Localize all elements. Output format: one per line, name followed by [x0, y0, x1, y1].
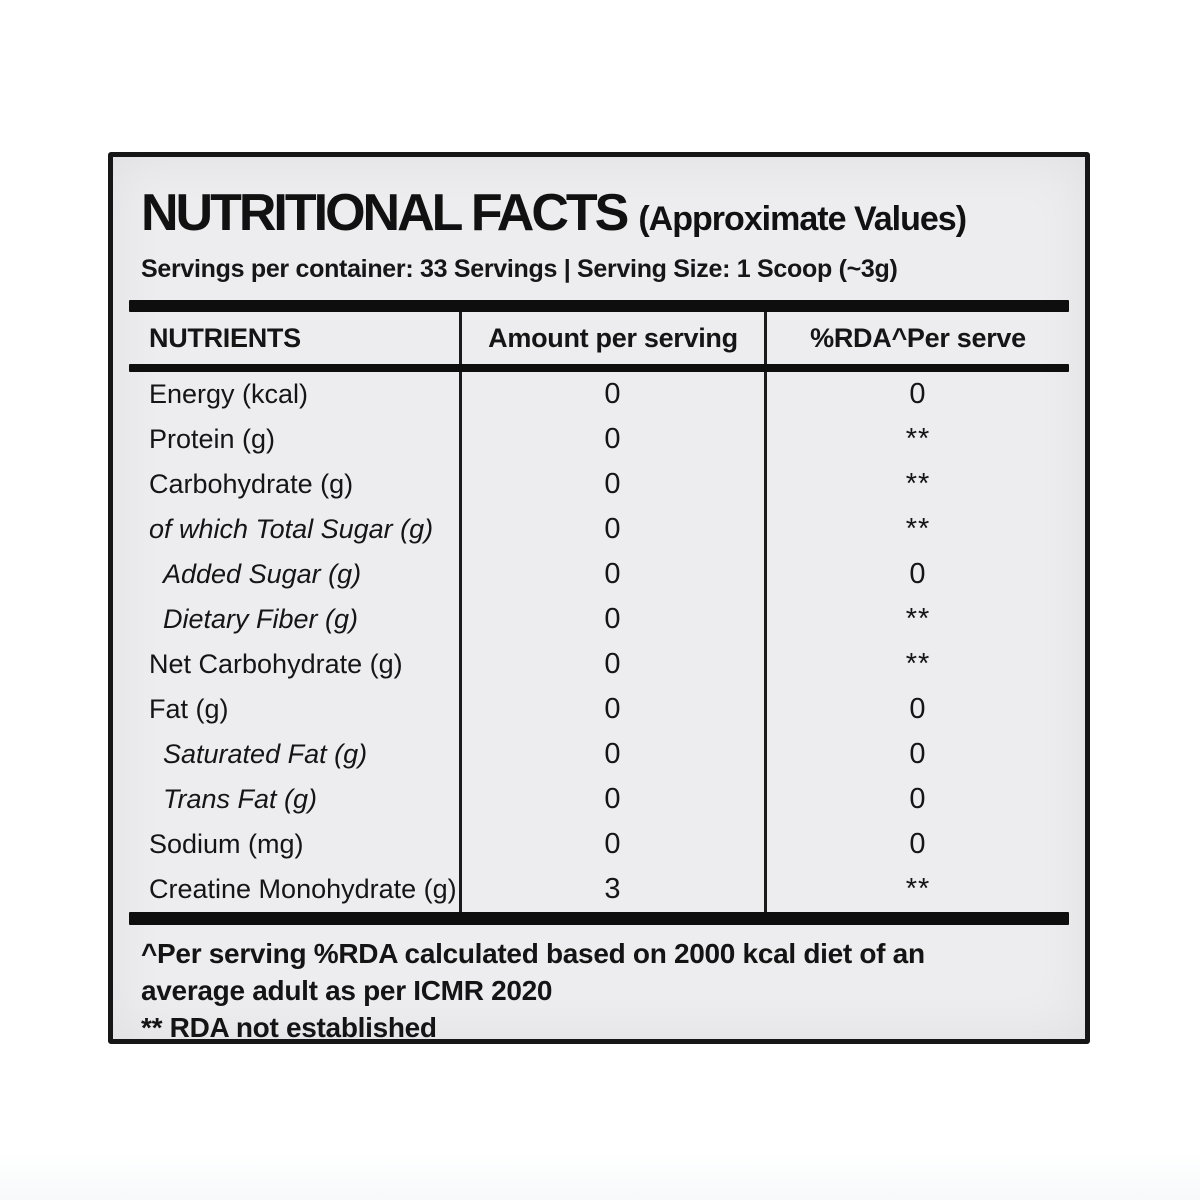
column-header-amount: Amount per serving — [459, 312, 764, 364]
nutrient-name: Sodium (mg) — [149, 829, 304, 859]
amount-value: 0 — [459, 822, 764, 867]
table-row-net-carbohydrate: Net Carbohydrate (g) 0 ** — [129, 642, 1069, 687]
table-row-energy: Energy (kcal) 0 0 — [129, 372, 1069, 417]
servings-info: Servings per container: 33 Servings | Se… — [141, 255, 898, 283]
table-row-fat: Fat (g) 0 0 — [129, 687, 1069, 732]
table-header-row: NUTRIENTS Amount per serving %RDA^Per se… — [129, 312, 1069, 364]
amount-value: 3 — [459, 867, 764, 912]
nutrient-name: Dietary Fiber (g) — [163, 604, 359, 634]
table-row-creatine-monohydrate: Creatine Monohydrate (g) 3 ** — [129, 867, 1069, 912]
nutrient-name: Saturated Fat (g) — [163, 739, 368, 769]
label-header: NUTRITIONAL FACTS (Approximate Values) S… — [113, 157, 1085, 284]
nutrition-table: NUTRIENTS Amount per serving %RDA^Per se… — [129, 312, 1069, 912]
nutrient-name: Energy (kcal) — [149, 379, 309, 409]
nutrient-name: Protein (g) — [149, 424, 276, 454]
label-title: NUTRITIONAL FACTS — [141, 184, 629, 242]
amount-value: 0 — [459, 732, 764, 777]
rda-value: ** — [764, 507, 1069, 552]
table-row-added-sugar: Added Sugar (g) 0 0 — [129, 552, 1069, 597]
rda-value: ** — [764, 642, 1069, 687]
rda-value: 0 — [764, 732, 1069, 777]
rda-value: ** — [764, 597, 1069, 642]
table-row-protein: Protein (g) 0 ** — [129, 417, 1069, 462]
nutrition-label: NUTRITIONAL FACTS (Approximate Values) S… — [108, 152, 1090, 1044]
table-row-sodium: Sodium (mg) 0 0 — [129, 822, 1069, 867]
rda-value: 0 — [764, 687, 1069, 732]
label-title-suffix: (Approximate Values) — [638, 200, 967, 238]
nutrient-name: Fat (g) — [149, 694, 229, 724]
nutrient-name: Trans Fat (g) — [163, 784, 318, 814]
table-row-dietary-fiber: Dietary Fiber (g) 0 ** — [129, 597, 1069, 642]
amount-value: 0 — [459, 597, 764, 642]
nutrient-name: of which Total Sugar (g) — [149, 514, 434, 544]
rda-value: ** — [764, 417, 1069, 462]
amount-value: 0 — [459, 507, 764, 552]
rda-value: 0 — [764, 822, 1069, 867]
amount-value: 0 — [459, 687, 764, 732]
nutrient-name: Creatine Monohydrate (g) — [149, 874, 457, 904]
table-row-trans-fat: Trans Fat (g) 0 0 — [129, 777, 1069, 822]
amount-value: 0 — [459, 552, 764, 597]
separator-bar-top — [129, 300, 1069, 312]
rda-value: ** — [764, 462, 1069, 507]
nutrient-name: Net Carbohydrate (g) — [149, 649, 403, 679]
column-header-rda: %RDA^Per serve — [764, 312, 1069, 364]
amount-value: 0 — [459, 777, 764, 822]
footnotes: ^Per serving %RDA calculated based on 20… — [113, 925, 1085, 1046]
footnote-rda-not-established: ** RDA not established — [141, 1012, 437, 1043]
nutrient-name: Carbohydrate (g) — [149, 469, 354, 499]
column-header-nutrients: NUTRIENTS — [149, 322, 301, 353]
title-line: NUTRITIONAL FACTS (Approximate Values) — [141, 183, 1061, 243]
amount-value: 0 — [459, 417, 764, 462]
rda-value: 0 — [764, 372, 1069, 417]
separator-bar-header — [129, 364, 1069, 372]
rda-value: 0 — [764, 777, 1069, 822]
amount-value: 0 — [459, 372, 764, 417]
table-row-saturated-fat: Saturated Fat (g) 0 0 — [129, 732, 1069, 777]
amount-value: 0 — [459, 462, 764, 507]
rda-value: ** — [764, 867, 1069, 912]
nutrient-name: Added Sugar (g) — [163, 559, 362, 589]
rda-value: 0 — [764, 552, 1069, 597]
table-row-carbohydrate: Carbohydrate (g) 0 ** — [129, 462, 1069, 507]
footnote-rda-calculation: ^Per serving %RDA calculated based on 20… — [141, 938, 925, 1006]
amount-value: 0 — [459, 642, 764, 687]
separator-bar-bottom — [129, 912, 1069, 925]
table-row-total-sugar: of which Total Sugar (g) 0 ** — [129, 507, 1069, 552]
